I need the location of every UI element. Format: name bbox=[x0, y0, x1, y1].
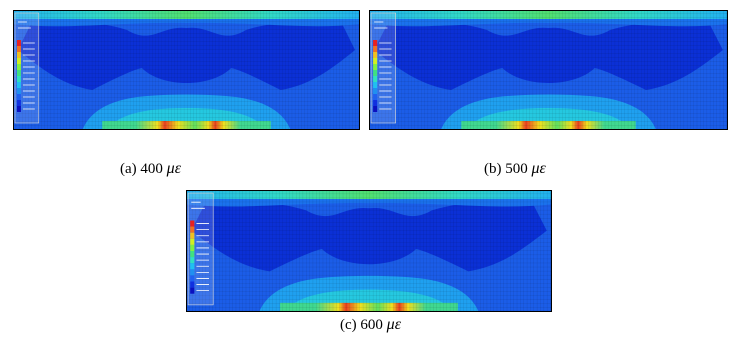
caption-label: (a) 400 bbox=[120, 161, 163, 177]
caption-unit: με bbox=[531, 160, 546, 177]
caption-unit: με bbox=[166, 160, 181, 177]
caption-c: (c) 600 με bbox=[340, 316, 401, 334]
caption-label: (c) 600 bbox=[340, 317, 383, 333]
contour-plot-a bbox=[13, 10, 360, 130]
contour-plot-b bbox=[369, 10, 728, 130]
caption-unit: με bbox=[386, 316, 401, 333]
caption-a: (a) 400 με bbox=[120, 160, 181, 178]
caption-b: (b) 500 με bbox=[484, 160, 546, 178]
contour-plot-c bbox=[186, 190, 552, 312]
caption-label: (b) 500 bbox=[484, 161, 528, 177]
